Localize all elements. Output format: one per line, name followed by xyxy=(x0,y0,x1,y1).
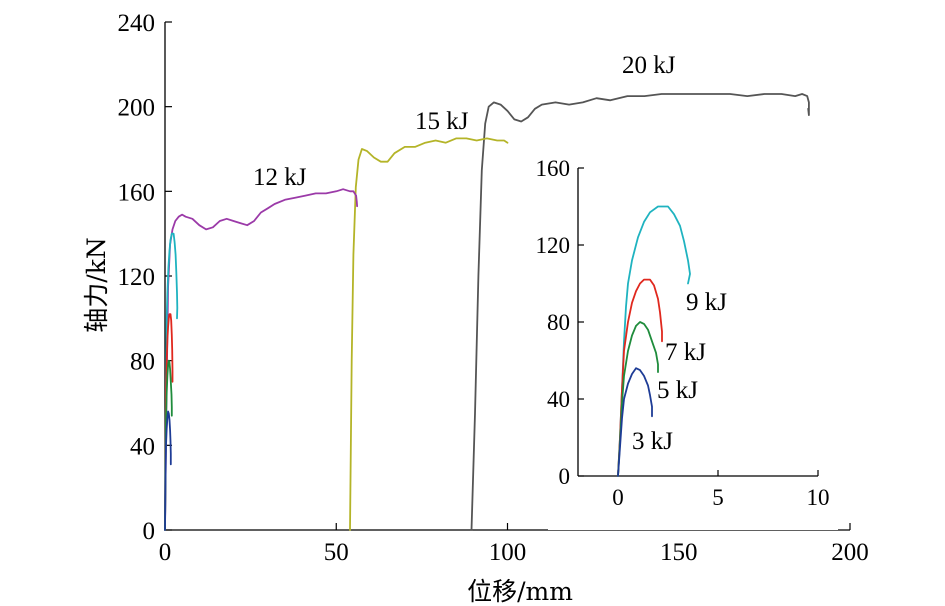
annotation-12kj: 12 kJ xyxy=(253,164,307,191)
inset-y-tick-label: 40 xyxy=(547,387,570,412)
x-axis-title: 位移/mm xyxy=(467,577,573,606)
y-tick-label: 0 xyxy=(143,518,156,545)
series-line-3kj xyxy=(164,410,172,531)
series-line-15kj xyxy=(349,137,509,531)
inset-y-tick-label: 0 xyxy=(559,464,571,489)
y-tick-label: 40 xyxy=(130,433,155,460)
inset-y-tick-label: 160 xyxy=(536,156,571,181)
inset-series-line-7kj xyxy=(617,278,663,477)
annotation-7kj: 7 kJ xyxy=(665,339,706,366)
x-tick-label: 50 xyxy=(324,539,349,566)
series-line-20kj xyxy=(470,93,810,531)
inset-x-tick-label: 0 xyxy=(612,485,624,510)
annotation-20kj: 20 kJ xyxy=(622,52,676,79)
y-tick-label: 120 xyxy=(118,264,156,291)
x-tick-label: 200 xyxy=(831,539,869,566)
x-tick-label: 100 xyxy=(489,539,527,566)
y-tick-label: 160 xyxy=(118,179,156,206)
inset-x-tick-label: 5 xyxy=(712,485,724,510)
series-line-12kj xyxy=(164,188,359,531)
main-series-group xyxy=(164,93,810,531)
inset-series-line-3kj xyxy=(617,367,653,477)
inset-ticks: 0 5 10 0 40 80 120 160 xyxy=(536,156,830,510)
inset-background xyxy=(548,160,838,530)
inset-x-tick-label: 10 xyxy=(807,485,830,510)
inset-series-group xyxy=(617,205,691,477)
y-tick-label: 200 xyxy=(118,95,156,122)
annotation-5kj: 5 kJ xyxy=(657,377,698,404)
annotation-3kj: 3 kJ xyxy=(632,428,673,455)
x-tick-label: 0 xyxy=(159,539,172,566)
y-tick-label: 80 xyxy=(130,349,155,376)
inset-y-tick-label: 80 xyxy=(547,310,570,335)
y-tick-label: 240 xyxy=(118,10,156,37)
x-tick-label: 150 xyxy=(660,539,698,566)
inset-chart: 0 5 10 0 40 80 120 160 9 kJ 7 kJ 5 kJ 3 kJ xyxy=(536,156,838,530)
annotation-9kj: 9 kJ xyxy=(686,289,727,316)
inset-series-line-5kj xyxy=(617,321,659,477)
y-axis-title: 轴力/kN xyxy=(82,237,111,332)
inset-y-tick-label: 120 xyxy=(536,233,571,258)
annotation-15kj: 15 kJ xyxy=(415,108,469,135)
